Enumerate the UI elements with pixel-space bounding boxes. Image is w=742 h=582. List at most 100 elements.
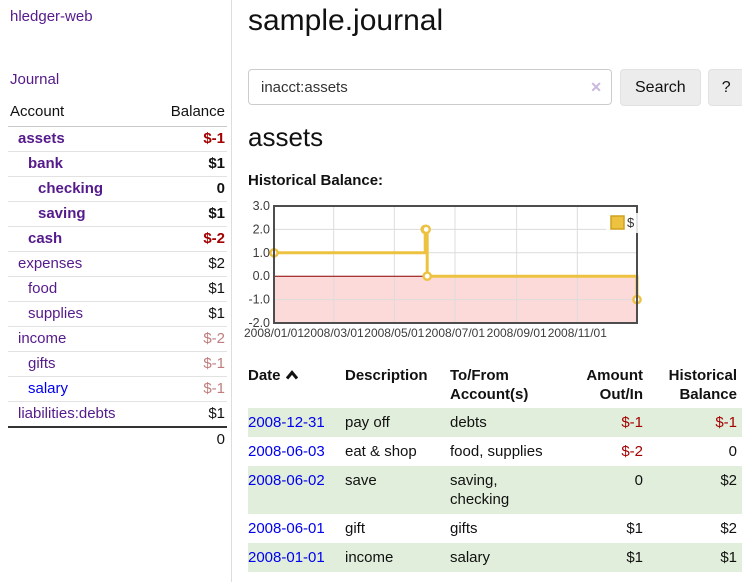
- account-balance: $1: [208, 205, 225, 222]
- clear-search-icon[interactable]: ✕: [590, 79, 602, 95]
- chart-legend-swatch: [610, 215, 625, 230]
- sidebar-item-journal[interactable]: Journal: [10, 71, 60, 88]
- account-link[interactable]: expenses: [18, 255, 83, 272]
- transaction-accounts: saving, checking: [450, 472, 510, 508]
- account-link[interactable]: checking: [38, 180, 104, 197]
- account-row: saving $1: [8, 201, 227, 227]
- transaction-accounts: gifts: [450, 520, 478, 537]
- chart-y-tick-label: 3.0: [253, 199, 270, 213]
- chart-y-tick-label: 2.0: [253, 222, 270, 236]
- register-table: Date Description To/From Account(s) Amount …: [248, 364, 742, 572]
- account-balance: $-1: [203, 355, 225, 372]
- transaction-balance: $2: [720, 472, 737, 489]
- transaction-accounts: food, supplies: [450, 443, 543, 460]
- account-link[interactable]: bank: [28, 155, 64, 172]
- transaction-accounts: salary: [450, 549, 491, 566]
- account-row: salary $-1: [8, 376, 227, 402]
- transaction-amount: $-2: [621, 443, 643, 460]
- account-balance: $2: [208, 255, 225, 272]
- account-link[interactable]: cash: [28, 230, 63, 247]
- account-link[interactable]: gifts: [28, 355, 56, 372]
- search-form: ✕ Search ?: [248, 69, 742, 106]
- chart-x-tick-label: 2008/01/01: [244, 326, 304, 340]
- account-link[interactable]: salary: [28, 380, 69, 397]
- register-header-label: Date: [248, 367, 281, 384]
- register-header-cell: Description: [345, 364, 450, 408]
- account-heading: assets: [248, 122, 324, 152]
- transaction-amount: $1: [626, 549, 643, 566]
- register-header-cell: To/From Account(s): [450, 364, 562, 408]
- account-link[interactable]: assets: [18, 130, 65, 147]
- search-input[interactable]: [248, 69, 612, 105]
- account-link[interactable]: income: [18, 330, 67, 347]
- transaction-amount: $1: [626, 520, 643, 537]
- register-row: 2008-06-03 eat & shop food, supplies $-2…: [248, 437, 742, 466]
- chart-x-tick-label: 2008/05/01: [364, 326, 424, 340]
- account-balance: 0: [216, 180, 225, 197]
- account-row: gifts $-1: [8, 351, 227, 377]
- search-button[interactable]: Search: [620, 69, 701, 106]
- account-row: expenses $2: [8, 251, 227, 277]
- search-input-wrap: ✕: [248, 69, 612, 106]
- transaction-description: save: [345, 472, 377, 489]
- chart-data-marker: [421, 224, 431, 235]
- account-balance: $-2: [203, 230, 225, 247]
- accounts-header-account: Account: [8, 100, 151, 127]
- account-balance: $1: [208, 305, 225, 322]
- accounts-header-balance: Balance: [151, 100, 227, 127]
- chart-y-tick-label: 1.0: [253, 246, 270, 260]
- chart-x-tick-label: 2008/07/01: [425, 326, 485, 340]
- transaction-date-link[interactable]: 2008-06-02: [248, 472, 325, 489]
- help-button[interactable]: ?: [707, 69, 742, 106]
- account-balance: $1: [208, 155, 225, 172]
- accounts-total-row: 0: [8, 426, 227, 452]
- chart-x-tick-label: 2008/09/01: [487, 326, 547, 340]
- account-row: food $1: [8, 276, 227, 302]
- register-header-label: Description: [345, 367, 428, 384]
- account-row: liabilities:debts $1: [8, 401, 227, 428]
- chart-data-marker: [422, 271, 432, 281]
- transaction-balance: 0: [728, 443, 737, 460]
- account-balance: $1: [208, 280, 225, 297]
- app-title-link[interactable]: hledger-web: [10, 8, 93, 25]
- accounts-total-balance: 0: [216, 431, 225, 448]
- transaction-accounts: debts: [450, 414, 487, 431]
- transaction-date-link[interactable]: 2008-06-01: [248, 520, 325, 537]
- register-header-cell[interactable]: Date: [248, 364, 345, 408]
- page-title: sample.journal: [248, 4, 444, 37]
- account-link[interactable]: saving: [38, 205, 86, 222]
- sidebar: hledger-web Journal Account Balance asse…: [0, 0, 232, 582]
- transaction-amount: 0: [634, 472, 643, 489]
- chart-plot-border: [273, 205, 638, 324]
- transaction-date-link[interactable]: 2008-01-01: [248, 549, 325, 566]
- chart-x-tick-label: 2008/11/01: [548, 326, 607, 340]
- account-link[interactable]: food: [28, 280, 58, 297]
- register-header-cell: Amount Out/In: [562, 364, 647, 408]
- register-header-label: To/From Account(s): [450, 367, 529, 403]
- register-header-label: Historical Balance: [668, 367, 737, 403]
- account-link[interactable]: liabilities:debts: [18, 405, 116, 422]
- register-header-label: Amount Out/In: [586, 367, 643, 403]
- account-balance: $-1: [203, 380, 225, 397]
- account-balance: $1: [208, 405, 225, 422]
- transaction-balance: $1: [720, 549, 737, 566]
- account-link[interactable]: supplies: [28, 305, 84, 322]
- register-row: 2008-06-01 gift gifts $1 $2: [248, 514, 742, 543]
- chart-y-tick-label: 0.0: [253, 269, 270, 283]
- account-balance: $-2: [203, 330, 225, 347]
- main-content: sample.journal ✕ Search ? assets Histori…: [232, 0, 742, 582]
- transaction-date-link[interactable]: 2008-12-31: [248, 414, 325, 431]
- transaction-description: gift: [345, 520, 366, 537]
- accounts-header-row: Account Balance: [8, 100, 227, 127]
- chart-y-tick-label: -2.0: [248, 316, 270, 330]
- accounts-table: Account Balance assets $-1 bank $1 check…: [8, 100, 227, 452]
- transaction-balance: $-1: [715, 414, 737, 431]
- account-row: supplies $1: [8, 301, 227, 327]
- account-row: income $-2: [8, 326, 227, 352]
- transaction-date-link[interactable]: 2008-06-03: [248, 443, 325, 460]
- register-row: 2008-12-31 pay off debts $-1 $-1: [248, 408, 742, 437]
- transaction-balance: $2: [720, 520, 737, 537]
- register-row: 2008-01-01 income salary $1 $1: [248, 543, 742, 572]
- chart-title: Historical Balance:: [248, 172, 384, 189]
